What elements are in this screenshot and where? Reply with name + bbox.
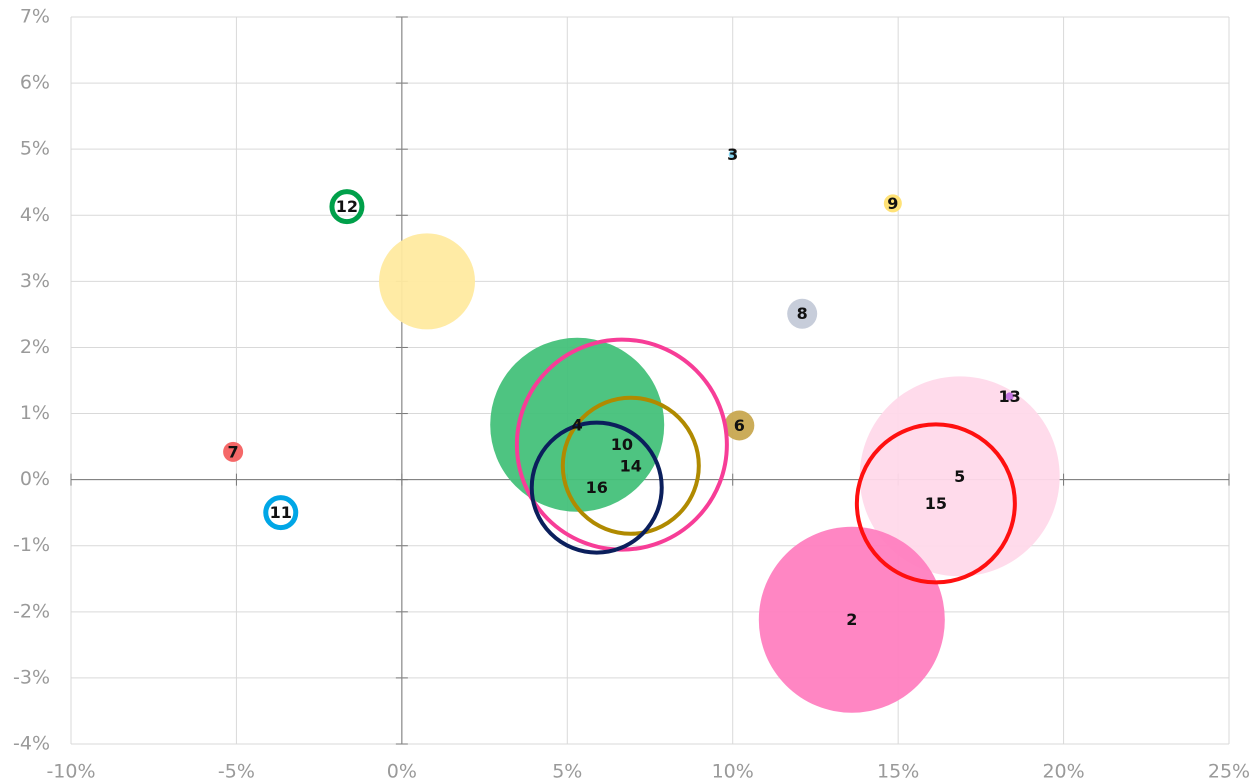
data-label: 16 <box>586 478 608 497</box>
bubble <box>1005 392 1014 401</box>
bubble <box>560 395 701 536</box>
bubble <box>529 420 664 555</box>
y-tick-label: 3% <box>20 270 50 292</box>
bubble <box>854 422 1017 585</box>
data-label: 7 <box>228 442 239 461</box>
x-tick-label: 0% <box>387 761 417 783</box>
x-tick-label: 5% <box>552 761 582 783</box>
data-label: 15 <box>925 494 947 513</box>
y-tick-label: 4% <box>20 204 50 226</box>
x-tick-label: -5% <box>218 761 255 783</box>
bubble <box>223 441 244 462</box>
data-label: 2 <box>846 610 857 629</box>
y-tick-label: 7% <box>20 6 50 28</box>
data-label: 11 <box>270 503 292 522</box>
data-label: 4 <box>572 415 583 434</box>
x-tick-label: 15% <box>877 761 919 783</box>
data-label: 3 <box>727 145 738 164</box>
y-tick-label: -2% <box>13 600 50 622</box>
y-tick-label: 5% <box>20 138 50 160</box>
bubble <box>883 194 902 213</box>
y-tick-label: 2% <box>20 336 50 358</box>
y-tick-label: 1% <box>20 402 50 424</box>
data-label: 10 <box>611 435 633 454</box>
data-label: 9 <box>887 194 898 213</box>
data-label: 5 <box>954 467 965 486</box>
data-label: 14 <box>620 456 642 475</box>
bubble <box>787 298 818 329</box>
y-tick-label: -3% <box>13 666 50 688</box>
data-label: 12 <box>336 197 358 216</box>
bubble <box>329 189 365 225</box>
x-tick-label: 20% <box>1042 761 1084 783</box>
data-label: 13 <box>999 387 1021 406</box>
bubble <box>724 410 755 441</box>
x-tick-label: 10% <box>712 761 754 783</box>
data-label: 8 <box>797 304 808 323</box>
x-tick-label: 25% <box>1208 761 1250 783</box>
x-tick-label: -10% <box>46 761 95 783</box>
y-tick-label: -4% <box>13 733 50 755</box>
data-label: 6 <box>734 416 745 435</box>
bubble <box>728 150 737 159</box>
y-tick-label: 0% <box>20 468 50 490</box>
bubble <box>263 495 299 531</box>
bubble <box>379 233 476 330</box>
y-tick-label: 6% <box>20 72 50 94</box>
y-tick-label: -1% <box>13 534 50 556</box>
